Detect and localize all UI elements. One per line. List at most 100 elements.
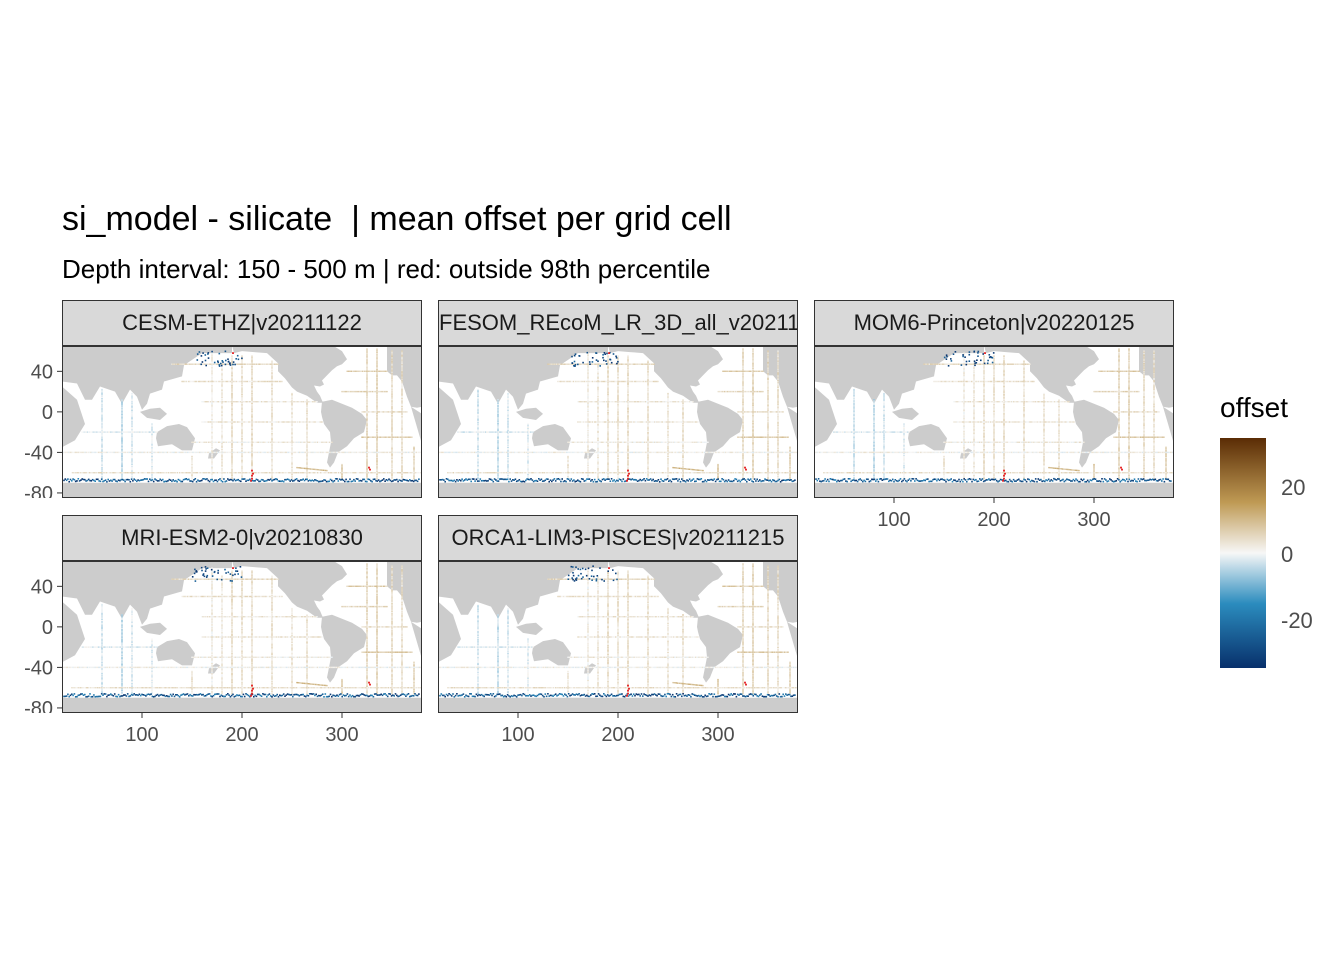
grid-cell: [507, 438, 509, 441]
grid-cell: [218, 352, 221, 355]
grid-cell: [166, 451, 169, 454]
grid-cell: [238, 363, 240, 365]
grid-cell: [477, 465, 479, 467]
grid-cell: [271, 470, 273, 472]
grid-cell: [121, 402, 123, 404]
grid-cell: [152, 480, 155, 483]
grid-cell: [156, 451, 159, 454]
grid-cell: [251, 438, 253, 441]
grid-cell: [149, 478, 151, 480]
grid-cell: [318, 480, 320, 483]
grid-cell: [341, 473, 343, 476]
grid-cell: [277, 480, 280, 482]
grid-cell: [211, 364, 213, 367]
grid-cell: [85, 480, 87, 482]
grid-cell: [752, 455, 754, 457]
grid-cell: [413, 476, 415, 479]
grid-cell: [372, 472, 374, 474]
grid-cell: [275, 421, 278, 423]
grid-cell: [131, 423, 133, 425]
grid-cell: [284, 441, 286, 443]
grid-cell: [232, 363, 234, 366]
grid-cell: [295, 421, 298, 423]
grid-cell: [224, 350, 227, 353]
grid-cell: [204, 421, 206, 423]
grid-cell: [378, 472, 380, 474]
grid-cell: [369, 370, 371, 372]
grid-cell: [353, 390, 355, 393]
grid-cell: [597, 455, 599, 457]
grid-cell: [401, 362, 403, 365]
grid-cell: [289, 401, 292, 403]
grid-cell: [241, 478, 243, 480]
grid-cell: [101, 463, 103, 465]
grid-cell: [376, 448, 378, 451]
grid-cell: [742, 386, 744, 389]
grid-cell: [251, 364, 253, 366]
grid-cell: [188, 380, 190, 383]
grid-cell: [306, 437, 308, 439]
grid-cell: [376, 431, 378, 434]
grid-cell: [101, 472, 103, 474]
grid-cell: [216, 380, 219, 383]
grid-cell: [252, 401, 254, 403]
grid-cell: [597, 456, 599, 458]
grid-cell: [667, 395, 669, 397]
grid-cell: [306, 412, 308, 414]
grid-cell: [131, 395, 133, 397]
grid-cell: [210, 441, 212, 443]
grid-cell: [221, 421, 223, 423]
grid-cell: [607, 367, 609, 370]
grid-cell: [627, 455, 629, 457]
grid-cell: [241, 366, 243, 369]
grid-cell: [324, 469, 326, 472]
grid-cell: [131, 433, 133, 435]
grid-cell: [80, 451, 82, 454]
grid-cell: [607, 438, 609, 441]
grid-cell: [401, 445, 403, 447]
grid-cell: [72, 478, 74, 480]
grid-cell: [92, 431, 94, 433]
grid-cell: [119, 479, 121, 482]
grid-cell: [101, 435, 103, 437]
grid-cell: [211, 426, 213, 428]
grid-cell: [151, 442, 153, 444]
grid-cell: [151, 476, 153, 479]
grid-cell: [121, 439, 123, 442]
grid-cell: [371, 436, 373, 438]
grid-cell: [249, 451, 251, 454]
grid-cell: [222, 363, 224, 365]
grid-cell: [587, 433, 589, 435]
grid-cell: [617, 383, 619, 385]
grid-cell: [99, 451, 101, 454]
grid-cell: [597, 460, 599, 462]
grid-cell: [777, 474, 779, 477]
grid-cell: [121, 438, 123, 440]
grid-cell: [249, 472, 251, 474]
grid-cell: [132, 451, 134, 454]
grid-cell: [231, 366, 233, 369]
grid-cell: [293, 401, 295, 403]
grid-cell: [507, 415, 509, 417]
grid-cell: [244, 451, 246, 454]
grid-cell: [150, 479, 152, 482]
grid-cell: [497, 402, 499, 404]
grid-cell: [192, 472, 194, 474]
grid-cell: [101, 441, 103, 444]
grid-cell: [198, 351, 201, 353]
grid-cell: [391, 405, 393, 408]
grid-cell: [777, 378, 779, 380]
grid-cell: [101, 462, 103, 464]
grid-cell: [401, 410, 403, 412]
grid-cell: [379, 390, 382, 393]
grid-cell: [376, 469, 378, 471]
grid-cell: [241, 419, 243, 421]
grid-cell: [617, 478, 619, 480]
grid-cell: [597, 379, 599, 382]
grid-cell: [777, 370, 779, 373]
grid-cell: [789, 446, 791, 448]
grid-cell: [326, 469, 328, 472]
grid-cell: [358, 370, 360, 372]
grid-cell: [107, 478, 109, 481]
grid-cell: [334, 478, 337, 480]
